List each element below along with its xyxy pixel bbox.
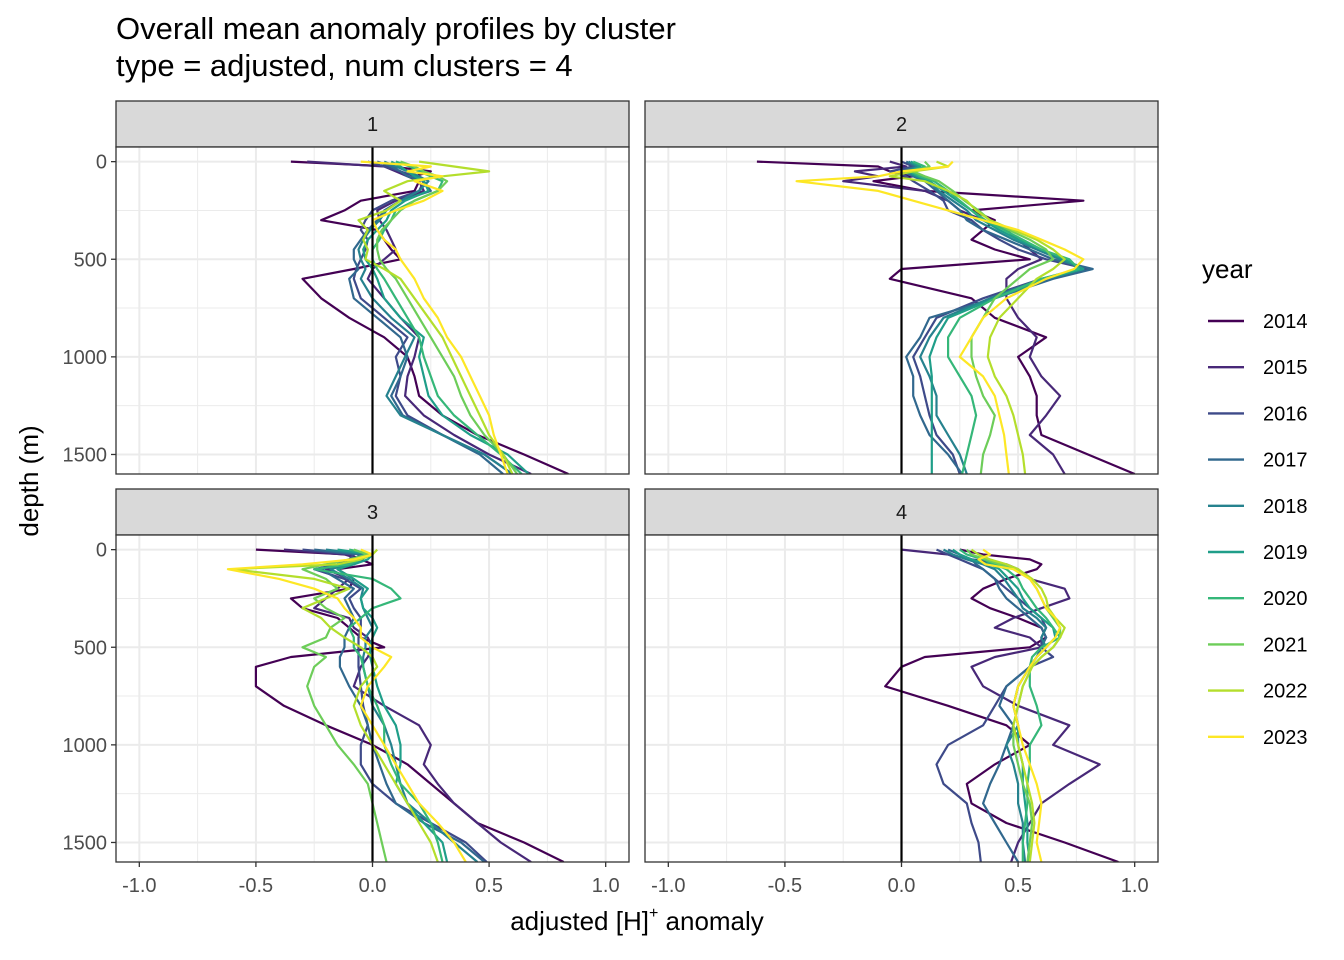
legend-item-2016: 2016 xyxy=(1208,403,1308,425)
legend-label: 2023 xyxy=(1263,727,1308,749)
facet-strip-label: 1 xyxy=(367,114,378,136)
legend-item-2023: 2023 xyxy=(1208,727,1308,749)
series-line-2022 xyxy=(970,548,1066,862)
legend-item-2020: 2020 xyxy=(1208,588,1308,610)
legend-item-2021: 2021 xyxy=(1208,634,1308,656)
y-tick-label: 1000 xyxy=(63,735,108,757)
series-lines xyxy=(226,548,565,862)
facet-strip xyxy=(644,488,1159,536)
y-axis-title-group: depth (m) xyxy=(14,425,44,536)
series-line-2014 xyxy=(756,160,1136,474)
y-axis-title: depth (m) xyxy=(14,425,44,536)
x-tick-label: -0.5 xyxy=(239,875,273,897)
legend-label: 2019 xyxy=(1263,542,1308,564)
y-tick-label: 500 xyxy=(74,249,107,271)
facet-panel-4: 4 -1.0 -0.5 0.0 0.5 1.0 xyxy=(644,488,1159,897)
legend-title: year xyxy=(1202,254,1253,284)
facet-strip-label: 3 xyxy=(367,502,378,524)
legend-item-2017: 2017 xyxy=(1208,450,1308,472)
x-axis-title-group: adjusted [H]+ anomaly xyxy=(510,905,764,936)
y-tick-label: 1500 xyxy=(63,444,108,466)
x-tick-label: 0.0 xyxy=(359,875,387,897)
legend-label: 2016 xyxy=(1263,403,1308,425)
x-tick-label: 0.0 xyxy=(888,875,916,897)
legend-label: 2014 xyxy=(1263,311,1308,333)
facet-panel-1: 1 0 500 1000 1500 xyxy=(63,100,630,475)
series-lines xyxy=(290,160,569,474)
series-line-2016 xyxy=(888,160,1090,474)
facet-panels: 1 0 500 1000 1500 2 3 0 500 1000 1500 -1.0 -0.5 0.0 0.… xyxy=(63,100,1159,897)
legend-label: 2021 xyxy=(1263,634,1308,656)
y-tick-label: 0 xyxy=(96,540,107,562)
x-axis-title-superscript: + xyxy=(649,905,658,922)
series-line-2023 xyxy=(795,160,1085,474)
chart-title: Overall mean anomaly profiles by cluster xyxy=(116,11,676,46)
legend-label: 2017 xyxy=(1263,450,1308,472)
facet-panel-2: 2 xyxy=(644,100,1159,475)
y-tick-label: 500 xyxy=(74,637,107,659)
legend-item-2019: 2019 xyxy=(1208,542,1308,564)
x-tick-label: 0.5 xyxy=(475,875,503,897)
series-line-2015 xyxy=(842,160,1066,474)
series-line-2018 xyxy=(357,160,514,474)
series-line-2023 xyxy=(977,548,1062,862)
x-tick-label: 0.5 xyxy=(1004,875,1032,897)
facet-panel-3: 3 0 500 1000 1500 -1.0 -0.5 0.0 0.5 1.0 xyxy=(63,488,630,897)
facet-strip-label: 4 xyxy=(896,502,907,524)
y-tick-label: 1500 xyxy=(63,832,108,854)
y-tick-label: 0 xyxy=(96,152,107,174)
series-line-2014 xyxy=(884,548,1119,862)
legend-item-2022: 2022 xyxy=(1208,681,1308,703)
series-line-2020 xyxy=(313,548,444,862)
x-tick-label: -0.5 xyxy=(768,875,802,897)
panel-border xyxy=(115,146,630,475)
y-tick-label: 1000 xyxy=(63,347,108,369)
legend-item-2014: 2014 xyxy=(1208,311,1308,333)
chart-subtitle: type = adjusted, num clusters = 4 xyxy=(116,48,573,83)
x-axis-title: adjusted [H]+ anomaly xyxy=(510,905,764,936)
x-tick-label: -1.0 xyxy=(122,875,156,897)
legend-item-2018: 2018 xyxy=(1208,496,1308,518)
series-line-2020 xyxy=(909,160,1080,474)
x-axis-title-main: adjusted [H] xyxy=(510,906,649,936)
facet-strip xyxy=(115,488,630,536)
legend: year 2014 2015 2016 2017 2018 2019 2020 2021 202… xyxy=(1202,254,1308,749)
chart-title-block: Overall mean anomaly profiles by cluster… xyxy=(116,10,676,84)
x-tick-label: 1.0 xyxy=(592,875,620,897)
series-line-2023 xyxy=(360,160,509,474)
legend-label: 2015 xyxy=(1263,357,1308,379)
panel-border xyxy=(644,146,1159,475)
facet-strip xyxy=(644,100,1159,148)
legend-label: 2018 xyxy=(1263,496,1308,518)
series-lines xyxy=(756,160,1136,474)
series-line-2021 xyxy=(912,160,1055,474)
facet-strip-label: 2 xyxy=(896,114,907,136)
legend-label: 2020 xyxy=(1263,588,1308,610)
series-lines xyxy=(884,548,1119,862)
x-tick-label: -1.0 xyxy=(651,875,685,897)
legend-item-2015: 2015 xyxy=(1208,357,1308,379)
legend-label: 2022 xyxy=(1263,681,1308,703)
x-axis-title-tail: anomaly xyxy=(658,906,764,936)
series-line-2021 xyxy=(301,548,388,862)
series-line-2022 xyxy=(357,160,514,474)
series-line-2021 xyxy=(376,160,518,474)
series-line-2022 xyxy=(888,160,1066,474)
x-tick-label: 1.0 xyxy=(1121,875,1149,897)
